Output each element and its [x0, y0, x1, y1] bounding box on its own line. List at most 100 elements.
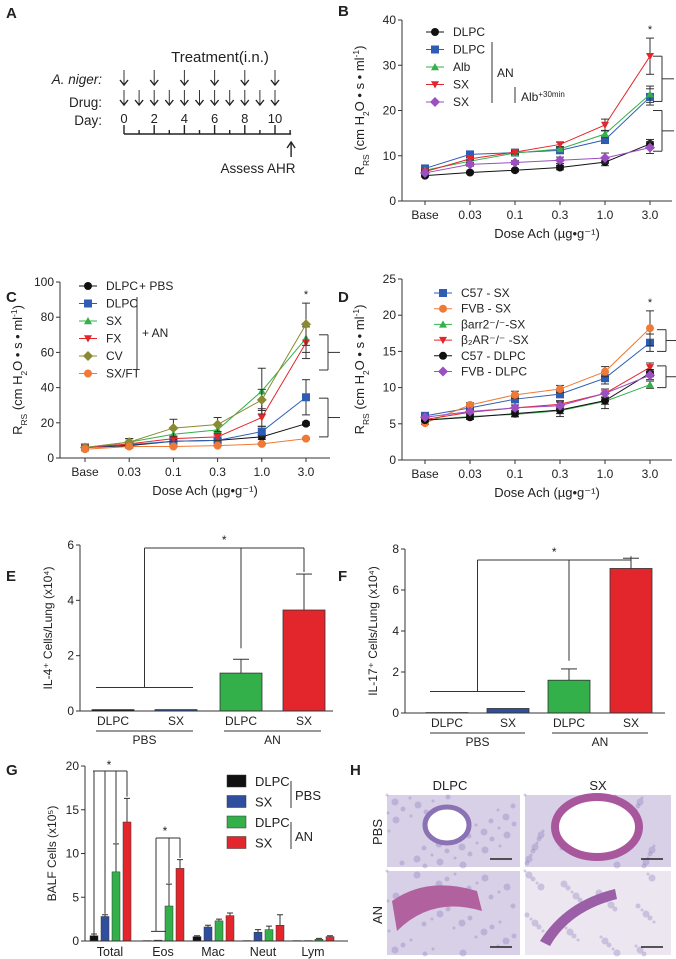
marker-triangle-down	[556, 141, 564, 149]
y-tick-label: 0	[47, 451, 54, 465]
cell-nucleus	[613, 949, 621, 957]
x-tick-label: Base	[411, 467, 439, 481]
significance-star: *	[163, 824, 168, 838]
y-axis-label: RRS (cm H2O • s • ml-1)	[9, 305, 29, 435]
marker-diamond	[465, 406, 475, 417]
bar	[225, 915, 235, 942]
legend-group-label: + AN	[142, 326, 168, 340]
a-niger-arrow-head	[149, 79, 159, 87]
marker-circle	[466, 168, 474, 177]
airway-wall	[392, 885, 482, 931]
marker-triangle-down	[466, 155, 474, 163]
cell-nucleus	[488, 894, 494, 900]
y-tick-label: 6	[392, 583, 399, 597]
x-tick-label: DLPC	[97, 714, 129, 728]
histology-image	[523, 869, 671, 957]
cell-nucleus	[570, 890, 574, 894]
drug-arrow-head	[119, 99, 129, 107]
cell-nucleus	[536, 924, 542, 930]
series-SX	[420, 141, 655, 178]
bar	[264, 929, 274, 942]
chart-C	[80, 282, 311, 454]
legend-label: Alb	[453, 60, 471, 74]
cell-nucleus	[641, 951, 647, 957]
row-label: PBS	[370, 819, 385, 845]
cell-nucleus	[452, 926, 456, 930]
marker-triangle-up	[556, 144, 564, 153]
significance-star: *	[222, 533, 227, 547]
drug-arrow-head	[149, 99, 159, 107]
cell-nucleus	[642, 858, 650, 866]
cell-nucleus	[458, 843, 466, 851]
y-tick-label: 10	[66, 847, 80, 861]
cell-nucleus	[607, 901, 615, 909]
y-axis-label-part: O • s • ml	[352, 57, 367, 111]
cell-nucleus	[636, 946, 644, 954]
marker-triangle-up	[601, 130, 609, 138]
x-tick-label: 0.3	[552, 208, 569, 222]
bar	[609, 568, 653, 714]
legend-label: DLPC	[255, 774, 290, 789]
cell-nucleus	[421, 921, 427, 927]
marker-diamond	[645, 370, 655, 381]
cell-nucleus	[640, 908, 644, 912]
cell-nucleus	[612, 906, 618, 912]
cell-nucleus	[560, 880, 568, 888]
cell-nucleus	[503, 883, 511, 891]
row-label: A. niger:	[51, 72, 103, 87]
cell-nucleus	[535, 841, 539, 845]
x-tick-label: Lym	[301, 945, 324, 959]
marker-circle	[601, 396, 609, 405]
drug-arrow-head	[240, 99, 250, 107]
y-tick-label: 0	[392, 706, 399, 720]
airway-wall	[540, 889, 617, 946]
marker-square	[302, 393, 310, 402]
cell-nucleus	[400, 942, 406, 948]
day-label: 2	[151, 111, 158, 126]
day-label: 10	[268, 111, 282, 126]
series-line	[424, 374, 651, 418]
cell-nucleus	[571, 933, 577, 939]
cell-nucleus	[652, 844, 656, 848]
legend-swatch	[226, 836, 247, 849]
cell-nucleus	[565, 885, 571, 891]
legend-label: DLPC	[106, 297, 138, 311]
bar	[486, 708, 530, 714]
panel-a-title: Treatment(i.n.)	[171, 49, 269, 66]
x-tick-label: 0.3	[552, 467, 569, 481]
y-tick-label: 20	[41, 416, 55, 430]
bar	[89, 935, 99, 942]
x-tick-label: DLPC	[553, 716, 585, 730]
x-tick-label: DLPC	[431, 716, 463, 730]
x-tick-label: 3.0	[642, 467, 659, 481]
series-line	[424, 93, 651, 171]
cell-nucleus	[606, 942, 612, 948]
cell-nucleus	[535, 881, 539, 885]
marker-diamond	[212, 419, 223, 430]
x-tick-label: Mac	[201, 945, 225, 959]
cell-nucleus	[525, 855, 533, 863]
marker-diamond	[465, 159, 475, 170]
row-label: AN	[370, 906, 385, 924]
x-axis-label: Dose Ach (µg•g⁻¹)	[494, 485, 600, 500]
cell-nucleus	[599, 935, 603, 939]
y-tick-label: 0	[72, 934, 79, 948]
cell-nucleus	[481, 846, 489, 854]
cell-nucleus	[525, 871, 533, 879]
cell-nucleus	[511, 821, 517, 827]
drug-arrow-head	[255, 99, 265, 107]
legend-label: FVB - DLPC	[461, 365, 527, 379]
airway	[551, 793, 643, 861]
significance-star: *	[304, 289, 309, 301]
cell-nucleus	[399, 860, 405, 866]
drug-arrow-head	[210, 99, 220, 107]
y-axis-label-part: (cm H	[352, 116, 367, 154]
y-axis-label-part: )	[352, 46, 367, 50]
series-line	[424, 372, 651, 421]
legend-label: C57 - SX	[461, 286, 510, 300]
x-axis-label: Dose Ach (µg•g⁻¹)	[494, 226, 600, 241]
cell-nucleus	[498, 844, 502, 848]
marker-diamond	[600, 388, 610, 399]
cell-nucleus	[467, 851, 473, 857]
